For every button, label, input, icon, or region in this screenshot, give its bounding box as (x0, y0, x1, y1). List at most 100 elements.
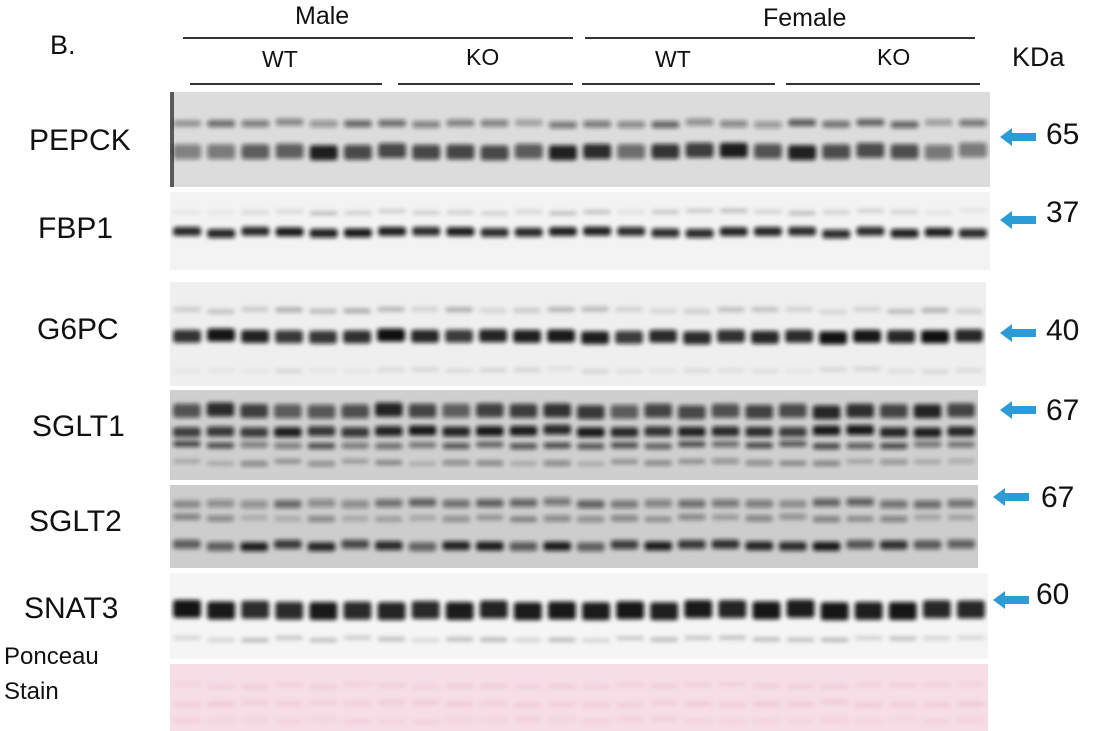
blot-band (890, 144, 919, 160)
blot-band (309, 145, 338, 161)
blot-band (846, 515, 874, 522)
blot-band (173, 210, 202, 215)
blot-band (616, 636, 645, 641)
blot-band (275, 118, 304, 126)
blot-band (678, 459, 706, 464)
blot-band (309, 685, 338, 689)
blot-band (509, 542, 538, 551)
blot-band (480, 211, 509, 216)
blot-band (788, 211, 817, 216)
blot-band (341, 515, 369, 522)
ponceau-label-line1: Ponceau (4, 643, 99, 670)
blot-band (513, 685, 542, 688)
blot-band (922, 600, 951, 619)
blot-band (173, 144, 202, 160)
blot-band (913, 441, 942, 448)
blot-band (685, 228, 714, 238)
blot-band (644, 443, 672, 450)
blot-band (822, 144, 851, 160)
blot-band (913, 459, 942, 465)
blot-band (788, 226, 817, 236)
male-wt-label: WT (262, 46, 298, 72)
blot-band (543, 403, 571, 418)
blot-band (678, 514, 706, 521)
blot-band (480, 145, 509, 161)
blot-band (442, 499, 470, 508)
blot-band (408, 461, 437, 467)
blot-band (173, 682, 201, 686)
blot-band (514, 143, 543, 159)
blot-band (341, 404, 369, 419)
blot-band (644, 541, 672, 551)
blot-band (207, 210, 236, 215)
male-wt-underline (190, 83, 382, 85)
blot-band (240, 441, 268, 448)
blot-band (957, 718, 985, 722)
blot-band (309, 228, 338, 238)
blot-band (513, 717, 542, 721)
blot-band (856, 119, 885, 126)
blot-band (779, 427, 807, 437)
panel-letter: B. (50, 30, 76, 60)
blot-band (173, 703, 201, 707)
blot-band (513, 602, 542, 621)
blot-band (513, 307, 541, 313)
blot-band (913, 404, 942, 419)
blot-band (479, 718, 508, 722)
blot-band (408, 403, 437, 418)
blot-band (240, 514, 268, 521)
blot-band (442, 541, 470, 551)
blot-band (846, 459, 874, 464)
blot-band (173, 458, 201, 464)
blot-band (548, 227, 577, 236)
blot-band (577, 443, 605, 450)
blot-band (957, 635, 985, 640)
blot-band (924, 119, 953, 126)
blot-band (924, 227, 953, 237)
blot-band (377, 637, 406, 642)
blot-band (411, 601, 440, 619)
blot-band (377, 602, 406, 621)
blot-band (947, 458, 975, 464)
blot-band (343, 635, 372, 640)
blot-band (343, 682, 372, 686)
blot-band (583, 120, 612, 128)
blot-band (958, 228, 987, 238)
blot-band (752, 637, 781, 642)
blot-band (880, 443, 908, 449)
blot-band (853, 329, 881, 343)
blot-band (853, 306, 881, 312)
blot-band (649, 329, 677, 343)
female-wt-underline (582, 83, 775, 85)
blot-band (173, 539, 201, 549)
ponceau-stain-label: Ponceau Stain (4, 640, 99, 710)
mw-label-pepck: 65 (1046, 118, 1080, 151)
blot-band (610, 404, 639, 419)
blot-band (955, 308, 983, 314)
blot-band (173, 369, 201, 374)
blot-band (375, 516, 403, 523)
blot-band (577, 516, 605, 523)
blot-band (543, 541, 571, 551)
blot-band (955, 368, 983, 373)
blot-band (442, 443, 470, 449)
blot-band (275, 682, 304, 686)
blot-band (887, 369, 915, 374)
blot-band (583, 226, 612, 236)
blot-band (888, 683, 917, 687)
blot-band (610, 442, 639, 449)
blot-band (617, 144, 646, 160)
blot-band (685, 208, 714, 213)
blot-band (509, 461, 538, 466)
blot-band (651, 144, 680, 159)
blot-band (745, 460, 773, 466)
blot-band (207, 229, 236, 238)
blot-band (812, 498, 841, 507)
blot-band (275, 330, 303, 344)
protein-label-g6pc: G6PC (37, 313, 119, 346)
blot-band (786, 702, 815, 706)
blot-band (820, 602, 849, 621)
blot-band (753, 209, 782, 214)
blot-band (786, 684, 815, 688)
blot-band (880, 427, 908, 438)
